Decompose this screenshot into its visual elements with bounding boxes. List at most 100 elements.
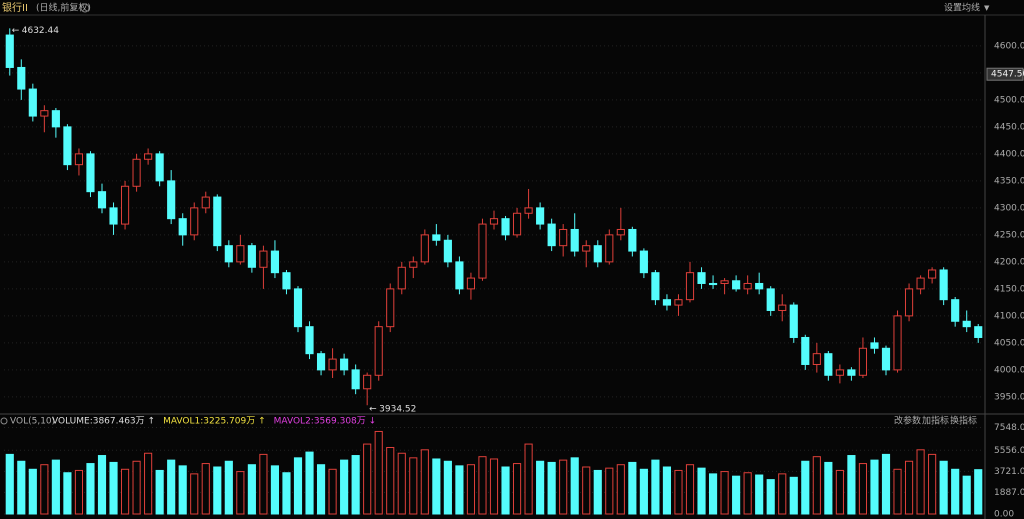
volume-bar (86, 463, 95, 515)
indicator-label: MAVOL1:3225.709万 ↑ (163, 417, 266, 427)
candle-body (639, 250, 648, 274)
indicator-button[interactable]: 改参数 (894, 415, 921, 427)
y-tick-label: 4600.00 (994, 41, 1024, 51)
volume-bar (63, 472, 72, 515)
volume-bar (824, 461, 833, 515)
y-tick-label: 4150.00 (994, 284, 1024, 294)
settings-button[interactable]: 设置均线 (944, 2, 980, 14)
candle-body (536, 207, 545, 225)
candle-body (732, 280, 741, 290)
candle-body (904, 288, 914, 317)
candle-body (766, 288, 775, 311)
vol-title: VOL(5,10) (10, 417, 55, 427)
candle-body (97, 191, 107, 209)
volume-bar (536, 460, 545, 515)
volume-bar (559, 459, 568, 515)
volume-bar (547, 461, 556, 515)
max-label: 4632.44 (22, 26, 59, 36)
candle-body (582, 245, 591, 252)
candle-body (962, 320, 971, 328)
candle-body (928, 269, 937, 279)
volume-bar (167, 459, 176, 515)
subtitle: (日线,前复权) (36, 2, 91, 14)
candle-body (847, 369, 856, 376)
close-icon[interactable] (0, 417, 8, 425)
indicator-label: VOLUME:3867.463万 ↑ (52, 417, 155, 427)
candle-body (858, 347, 868, 376)
candle-body (282, 272, 291, 290)
volume-bar (512, 463, 522, 515)
volume-bar (443, 460, 452, 515)
settings-icon[interactable] (80, 3, 90, 13)
candle-body (708, 282, 718, 286)
candle-body (178, 218, 187, 236)
volume-bar (778, 473, 787, 515)
volume-bar (247, 464, 256, 515)
volume-bar (305, 451, 314, 515)
volume-bar (616, 464, 625, 515)
candle-body (501, 218, 510, 236)
candle-body (455, 261, 464, 290)
dropdown-arrow: ▼ (984, 4, 990, 12)
candle-body (397, 266, 406, 290)
volume-bar (708, 473, 718, 515)
volume-bar (720, 471, 729, 515)
volume-bar (962, 475, 971, 515)
volume-bar (155, 469, 164, 515)
candle-body (662, 299, 672, 306)
arrow: ← (369, 405, 377, 415)
candle-body (155, 153, 164, 182)
volume-bar (328, 468, 337, 515)
indicator-button[interactable]: 换指标 (950, 415, 977, 427)
volume-bar (904, 460, 914, 515)
volume-bar (858, 463, 868, 515)
volume-bar (928, 453, 937, 515)
volume-bar (455, 465, 464, 515)
candle-body (224, 245, 233, 263)
candle-body (881, 347, 891, 371)
candle-body (351, 369, 360, 390)
y-tick-label: 0.00 (994, 510, 1014, 519)
candle-body (605, 234, 614, 263)
indicator-button[interactable]: 加指标 (922, 415, 949, 427)
volume-bar (409, 457, 418, 515)
candle-body (478, 223, 487, 279)
candle-body (755, 282, 764, 290)
candle-body (120, 185, 130, 225)
candle-body (109, 207, 118, 225)
volume-bar (132, 460, 141, 515)
volume-bar (697, 467, 706, 515)
volume-bar (420, 449, 429, 515)
volume-bar (662, 466, 672, 515)
title: 银行II (2, 1, 28, 14)
candle-body (236, 245, 245, 263)
volume-bar (605, 467, 614, 515)
volume-bar (316, 464, 326, 515)
candle-body (651, 272, 660, 301)
volume-bar (293, 457, 303, 515)
volume-bar (259, 453, 268, 515)
volume-bar (639, 468, 648, 515)
candle-body (674, 299, 683, 306)
candle-body (132, 158, 141, 187)
y-tick-label: 3721.00 (994, 467, 1024, 477)
y-tick-label: 5556.00 (994, 446, 1024, 456)
volume-bar (190, 473, 199, 515)
candle-body (628, 228, 637, 252)
candle-body (5, 34, 14, 68)
candle-body (443, 239, 452, 263)
candle-body (386, 288, 395, 328)
volume-bar (916, 449, 925, 515)
volume-bar (489, 458, 499, 515)
candle-body (593, 245, 602, 263)
candle-body (616, 228, 625, 236)
candle-body (547, 223, 556, 247)
volume-bar (40, 464, 49, 515)
volume-bar (51, 459, 60, 515)
volume-bar (893, 468, 902, 515)
candle-body (432, 234, 441, 241)
volume-bar (282, 472, 291, 515)
candle-body (167, 180, 176, 220)
candle-body (63, 126, 72, 166)
